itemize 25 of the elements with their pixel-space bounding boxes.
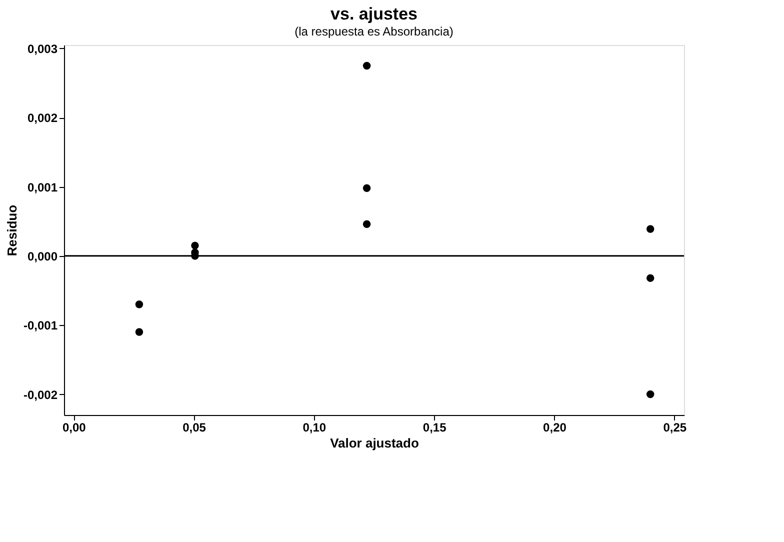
y-tick-label: -0,001 [23, 318, 58, 333]
point [135, 328, 144, 336]
x-axis-title: Valor ajustado [330, 436, 419, 450]
point [191, 242, 199, 250]
point [646, 390, 654, 398]
y-tick-label: 0,002 [27, 111, 58, 126]
point [135, 300, 144, 308]
chart-title: vs. ajustes [330, 4, 418, 24]
x-tick-label: 0,00 [62, 420, 86, 434]
point [646, 225, 654, 233]
point [646, 274, 654, 282]
point [362, 62, 371, 70]
x-tick-label: 0,05 [182, 420, 206, 434]
y-tick-label: 0,001 [27, 180, 58, 194]
chart-subtitle: (la respuesta es Absorbancia) [294, 24, 454, 38]
y-tick-label: 0,000 [27, 249, 58, 264]
x-tick-label: 0,20 [543, 420, 567, 434]
y-axis-title: Residuo [4, 204, 20, 256]
point [362, 220, 371, 228]
y-tick-label: -0,002 [23, 388, 58, 402]
y-tick-label: 0,003 [27, 42, 58, 56]
point [362, 184, 371, 192]
x-tick-label: 0,15 [422, 420, 447, 434]
x-tick-label: 0,10 [302, 420, 326, 434]
x-tick-label: 0,25 [663, 420, 687, 434]
